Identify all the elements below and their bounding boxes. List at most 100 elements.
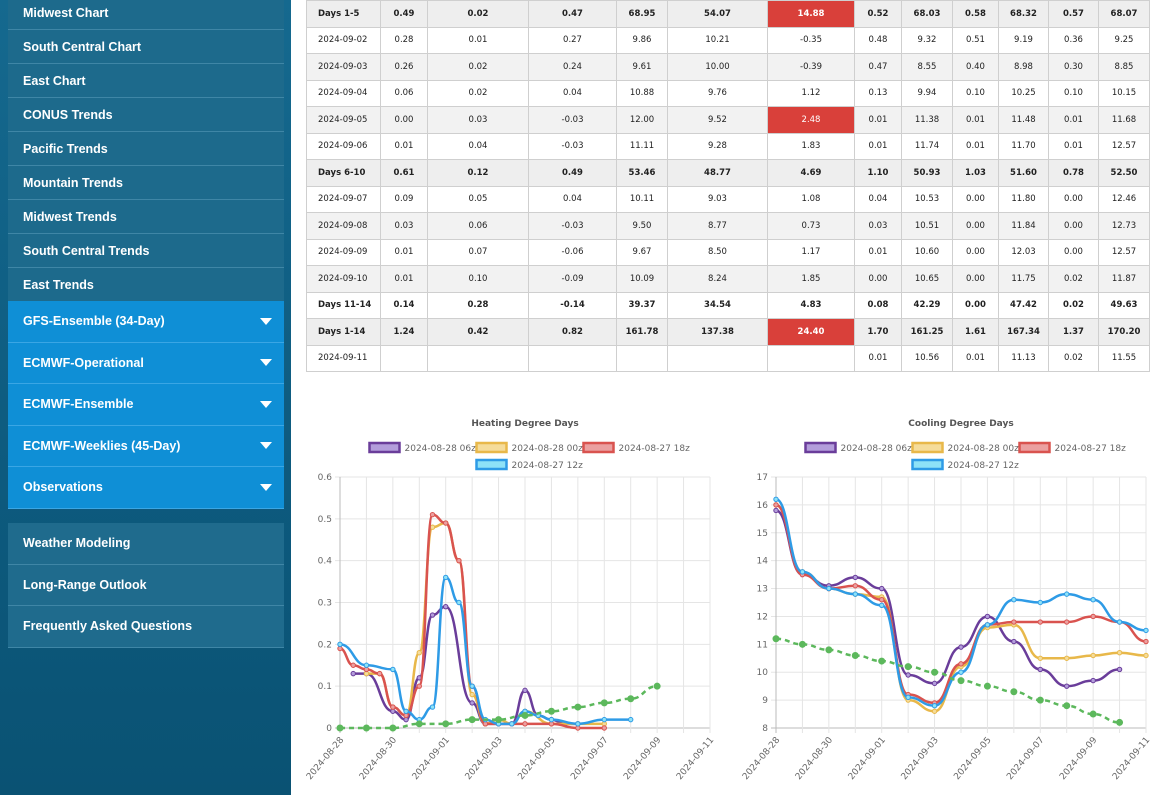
sidebar-dropdown-ecmwf-operational[interactable]: ECMWF-Operational bbox=[8, 342, 284, 384]
legend-item[interactable]: 2024-08-27 12z bbox=[911, 458, 1020, 471]
table-cell: 0.49 bbox=[380, 0, 428, 28]
x-tick-label: 2024-09-01 bbox=[411, 736, 452, 783]
table-cell: 0.00 bbox=[952, 291, 999, 319]
table-cell: 68.32 bbox=[998, 0, 1049, 28]
legend-item[interactable]: 2024-08-28 00z bbox=[911, 441, 1020, 454]
data-point bbox=[443, 603, 449, 610]
data-point bbox=[363, 662, 370, 668]
table-cell: 0.02 bbox=[1048, 344, 1099, 372]
caret-down-icon bbox=[260, 317, 272, 325]
table-cell: 1.70 bbox=[854, 318, 902, 346]
table-cell: 51.60 bbox=[998, 159, 1049, 187]
legend-swatch bbox=[475, 458, 508, 471]
data-point bbox=[1090, 652, 1096, 659]
table-cell: 11.75 bbox=[998, 265, 1049, 293]
table-cell: 0.01 bbox=[427, 26, 529, 54]
data-point bbox=[1143, 627, 1149, 634]
table-cell: 10.11 bbox=[616, 185, 668, 213]
table-cell: 1.12 bbox=[767, 79, 855, 107]
sidebar-item-weather-modeling[interactable]: Weather Modeling bbox=[8, 523, 284, 565]
legend-item[interactable]: 2024-08-28 00z bbox=[475, 441, 584, 454]
table-cell: 0.01 bbox=[854, 344, 902, 372]
table-cell: 0.00 bbox=[854, 265, 902, 293]
table-cell: 14.88 bbox=[767, 0, 855, 28]
degree-days-table: Days 1-5 0.49 0.02 0.47 68.95 54.07 14.88 0.52 6… bbox=[306, 0, 1150, 372]
y-tick-label: 10 bbox=[757, 668, 769, 678]
sidebar-item-south-central-trends[interactable]: South Central Trends bbox=[8, 234, 284, 268]
data-point bbox=[931, 702, 938, 709]
data-point bbox=[905, 694, 911, 701]
legend-label: 2024-08-28 06z bbox=[405, 444, 477, 454]
y-tick-label: 9 bbox=[762, 696, 768, 706]
table-cell: 0.04 bbox=[854, 185, 902, 213]
table-cell: 9.61 bbox=[616, 53, 668, 81]
x-tick-label: 2024-09-05 bbox=[516, 736, 557, 783]
table-cell: 0.06 bbox=[427, 212, 529, 240]
sidebar-item-pacific-trends[interactable]: Pacific Trends bbox=[8, 132, 284, 166]
table-cell: 1.03 bbox=[952, 159, 999, 187]
table-cell: 47.42 bbox=[998, 291, 1049, 319]
table-row: 2024-09-09 0.01 0.07 -0.06 9.67 8.50 1.17 0.01 1… bbox=[306, 238, 1150, 266]
table-cell: 0.00 bbox=[1048, 212, 1099, 240]
table-cell: 50.93 bbox=[901, 159, 953, 187]
x-tick-label: 2024-09-09 bbox=[1058, 735, 1099, 782]
table-cell: 0.01 bbox=[1048, 132, 1099, 160]
sidebar-item-south-central-chart[interactable]: South Central Chart bbox=[8, 30, 284, 64]
legend-item[interactable]: 2024-08-27 18z bbox=[1018, 441, 1127, 454]
y-tick-label: 0.5 bbox=[318, 515, 332, 525]
sidebar-dropdown-observations[interactable]: Observations bbox=[8, 467, 284, 509]
sidebar-dropdown-ecmwf-ensemble[interactable]: ECMWF-Ensemble bbox=[8, 384, 284, 426]
data-point bbox=[429, 511, 436, 518]
data-point bbox=[1116, 666, 1123, 673]
sidebar-dropdown-ecmwf-weeklies-45-day[interactable]: ECMWF-Weeklies (45-Day) bbox=[8, 425, 284, 467]
table-cell: 0.02 bbox=[1048, 291, 1099, 319]
table-cell: 0.78 bbox=[1048, 159, 1099, 187]
sidebar-item-midwest-trends[interactable]: Midwest Trends bbox=[8, 200, 284, 234]
sidebar-dropdown-gfs-ensemble-34-day[interactable]: GFS-Ensemble (34-Day) bbox=[8, 301, 284, 343]
x-tick-label: 2024-08-30 bbox=[358, 735, 399, 782]
legend-item[interactable]: 2024-08-27 18z bbox=[582, 441, 691, 454]
data-point bbox=[469, 691, 475, 698]
sidebar-item-frequently-asked-questions[interactable]: Frequently Asked Questions bbox=[8, 606, 284, 648]
data-point bbox=[403, 708, 409, 714]
data-point bbox=[931, 708, 938, 714]
table-cell: Days 11-14 bbox=[306, 291, 381, 319]
data-point bbox=[878, 657, 886, 665]
table-cell: 0.01 bbox=[380, 238, 428, 266]
sidebar-item-long-range-outlook[interactable]: Long-Range Outlook bbox=[8, 564, 284, 606]
table-cell: 1.17 bbox=[767, 238, 855, 266]
data-point bbox=[574, 703, 582, 711]
data-point bbox=[429, 524, 436, 530]
table-cell: 10.00 bbox=[667, 53, 768, 81]
legend-label: 2024-08-28 00z bbox=[948, 444, 1020, 454]
sidebar-item-east-trends[interactable]: East Trends bbox=[8, 268, 284, 302]
sidebar-item-conus-trends[interactable]: CONUS Trends bbox=[8, 98, 284, 132]
data-point bbox=[1011, 638, 1017, 645]
table-cell: 0.08 bbox=[854, 291, 902, 319]
table-cell: 53.46 bbox=[616, 159, 668, 187]
table-cell: 11.70 bbox=[998, 132, 1049, 160]
table-cell: 0.05 bbox=[427, 185, 529, 213]
table-cell: 0.30 bbox=[1048, 53, 1099, 81]
table-cell: 0.01 bbox=[952, 344, 999, 372]
table-cell: 10.53 bbox=[901, 185, 953, 213]
legend-item[interactable]: 2024-08-27 12z bbox=[475, 458, 584, 471]
table-cell: 0.01 bbox=[952, 132, 999, 160]
table-cell: 0.09 bbox=[380, 185, 428, 213]
table-cell: 12.57 bbox=[1098, 132, 1150, 160]
legend-item[interactable]: 2024-08-28 06z bbox=[804, 441, 913, 454]
x-tick-label: 2024-08-30 bbox=[794, 735, 835, 782]
sidebar-item-mountain-trends[interactable]: Mountain Trends bbox=[8, 166, 284, 200]
data-point bbox=[773, 496, 779, 503]
sidebar-item-east-chart[interactable]: East Chart bbox=[8, 64, 284, 98]
table-cell: 0.40 bbox=[952, 53, 999, 81]
table-cell: 10.51 bbox=[901, 212, 953, 240]
sidebar-item-midwest-chart[interactable]: Midwest Chart bbox=[8, 0, 284, 30]
caret-down-icon bbox=[260, 483, 272, 491]
data-point bbox=[1064, 619, 1070, 625]
table-cell: 8.50 bbox=[667, 238, 768, 266]
sidebar-dropdown-label: ECMWF-Operational bbox=[23, 355, 144, 370]
legend-item[interactable]: 2024-08-28 06z bbox=[368, 441, 477, 454]
y-tick-label: 0.2 bbox=[318, 640, 332, 650]
data-point bbox=[957, 677, 965, 685]
